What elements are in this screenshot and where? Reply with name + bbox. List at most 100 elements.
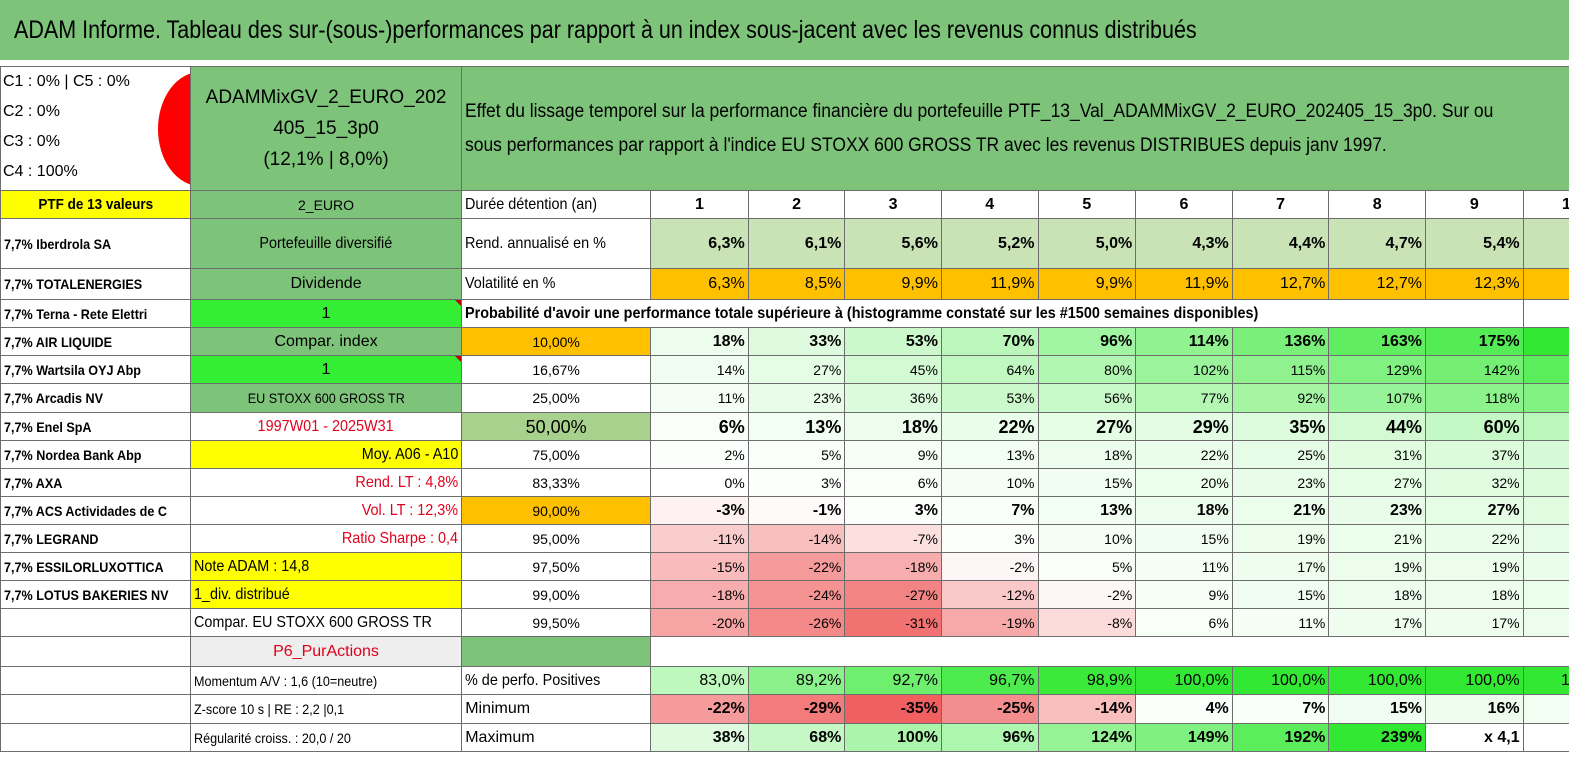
prob-value: 11% [650,383,749,413]
prob-threshold: 75,00% [461,440,652,469]
holding-item-text: 7,7% AXA [4,474,63,491]
description-cell: Effet du lissage temporel sur la perform… [461,66,1569,191]
vol-value-text: 9,9% [901,275,938,292]
prob-value: 18% [844,412,942,441]
rend-value: 5,0% [1037,218,1137,269]
years-label: Durée détention (an) [461,190,652,219]
prob-value: 168% [1522,355,1569,384]
prob-value-text: 17% [1297,558,1326,575]
val1-cell-text: 1 [321,304,331,322]
prob-value-text: 23% [813,390,842,406]
holding-item-text: 7,7% AIR LIQUIDE [4,333,113,350]
max-value: x 4,1 [1424,723,1524,752]
prob-value-text: 27% [1487,501,1520,519]
holding-item: 7,7% LEGRAND [0,524,191,553]
prob-value-text: 15% [1200,530,1229,547]
prob-value: -3% [650,496,749,525]
prob-value: -1% [747,496,846,525]
pos-value-text: 96,7% [989,671,1035,689]
prob-value-text: 27% [1393,474,1422,491]
prob-value: 15% [1037,468,1137,497]
prob-value: 21% [1231,496,1330,525]
prob-value: 18% [650,327,749,356]
prob-value-text: 11% [717,390,745,406]
prob-value: -19% [940,608,1039,637]
prob-value-text: -19% [1001,614,1035,631]
pos-value-text: 92,7% [892,671,938,689]
rend-value: 5,4% [1424,218,1524,269]
moy-label-text: Moy. A06 - A10 [361,445,459,463]
prob-value: 44% [1328,412,1426,441]
prob-value-text: 60% [1483,416,1520,437]
holding-item-text: 7,7% Arcadis NV [4,390,103,406]
prob-value-text: 17% [1393,614,1422,631]
prob-value: 102% [1135,355,1233,384]
pie-legend-item: C2 : 0% [3,103,60,120]
prob-value: -18% [844,552,942,581]
prob-value: 7% [940,496,1039,525]
prob-value-text: 6% [1208,614,1229,631]
note-adam: Note ADAM : 14,8 [189,552,463,581]
prob-value: 53% [844,327,942,356]
rend-value: 5,6% [844,218,942,269]
vol-value: 12,7% [1328,268,1426,300]
prob-value-text: 115% [1290,361,1326,378]
prob-value-text: 33% [809,332,842,350]
vol-value: 11,9% [1135,268,1233,300]
holding-item-text: 7,7% Wartsila OYJ Abp [4,361,142,378]
prob-value-text: 102% [1192,361,1229,378]
prob-value: 15% [1135,524,1233,553]
vol-value-text: 6,3% [708,275,745,292]
prob-value: 53% [940,383,1039,413]
prob-value: 21% [1328,524,1426,553]
holding-item: 7,7% Nordea Bank Abp [0,440,191,469]
pos-value: 100,0% [1424,666,1524,695]
pos-value: 100,0% [1522,666,1569,695]
pos-value-text: 100,0% [1174,671,1229,689]
pie-legend-item: C3 : 0% [3,133,60,150]
holding-item: 7,7% TOTALENERGIES [0,268,191,300]
prob-row: 7,7% ACS Actividades de C Vol. LT : 12,3%… [0,496,1569,525]
min-value-text: -22% [707,700,745,717]
prob-threshold: 16,67% [461,355,652,384]
prob-value-text: 129% [1386,361,1422,378]
prob-value-text: 10% [1006,474,1035,491]
prob-value: 70% [940,327,1039,356]
prob-value-text: 114% [1188,332,1229,350]
prob-value-text: 9% [917,446,938,463]
portfolio-cell: ADAMMixGV_2_EURO_202 405_15_3p0 (12,1% | 8… [189,66,463,191]
vol-value: 9,9% [844,268,942,300]
holding-item-text: 7,7% Terna - Rete Elettri [4,305,148,322]
prob-threshold: 99,50% [461,608,652,637]
pos-label-text: % de perfo. Positives [465,671,601,689]
holding-item: 7,7% AIR LIQUIDE [0,327,191,356]
prob-value: 114% [1135,327,1233,356]
prob-threshold: 50,00% [461,412,652,441]
regularite: Régularité croiss. : 20,0 / 20 [189,723,463,752]
prob-value-text: 45% [909,361,938,378]
year-header: 10 [1522,190,1569,219]
prob-value-text: -22% [808,558,842,575]
page-title: ADAM Informe. Tableau des sur-(sous-)per… [0,0,1569,60]
prob-value-text: 18% [1196,501,1229,519]
prob-value: 11% [1135,552,1233,581]
prob-value: 17% [1231,552,1330,581]
prob-value-text: 5% [1111,558,1133,575]
prob-title-row: 7,7% Terna - Rete Elettri 1 Probabilité d'… [0,299,1569,328]
prob-value-text: 80% [1104,361,1133,378]
prob-value: 37% [1424,440,1524,469]
prob-value: 3% [747,468,846,497]
max-label: Maximum [461,723,652,752]
portfolio-name: ADAMMixGV_2_EURO_202 405_15_3p0 (12,1% | 8… [193,82,459,175]
prob-value-text: -1% [812,501,842,519]
vol-value: 11,7% [1522,268,1569,300]
performance-table: C1 : 0% | C5 : 0% C2 : 0% C3 : 0% C4 : 100%… [0,66,1569,752]
holding-item: 7,7% Enel SpA [0,412,191,441]
pos-value-text: 89,2% [795,671,842,689]
prob-value-text: 64% [1006,361,1035,378]
prob-value-text: 53% [905,332,938,350]
max-value-text: 100% [897,728,938,746]
prob-value: 20% [1135,468,1233,497]
prob-value-text: -15% [712,558,745,575]
prob-value: 32% [1424,468,1524,497]
